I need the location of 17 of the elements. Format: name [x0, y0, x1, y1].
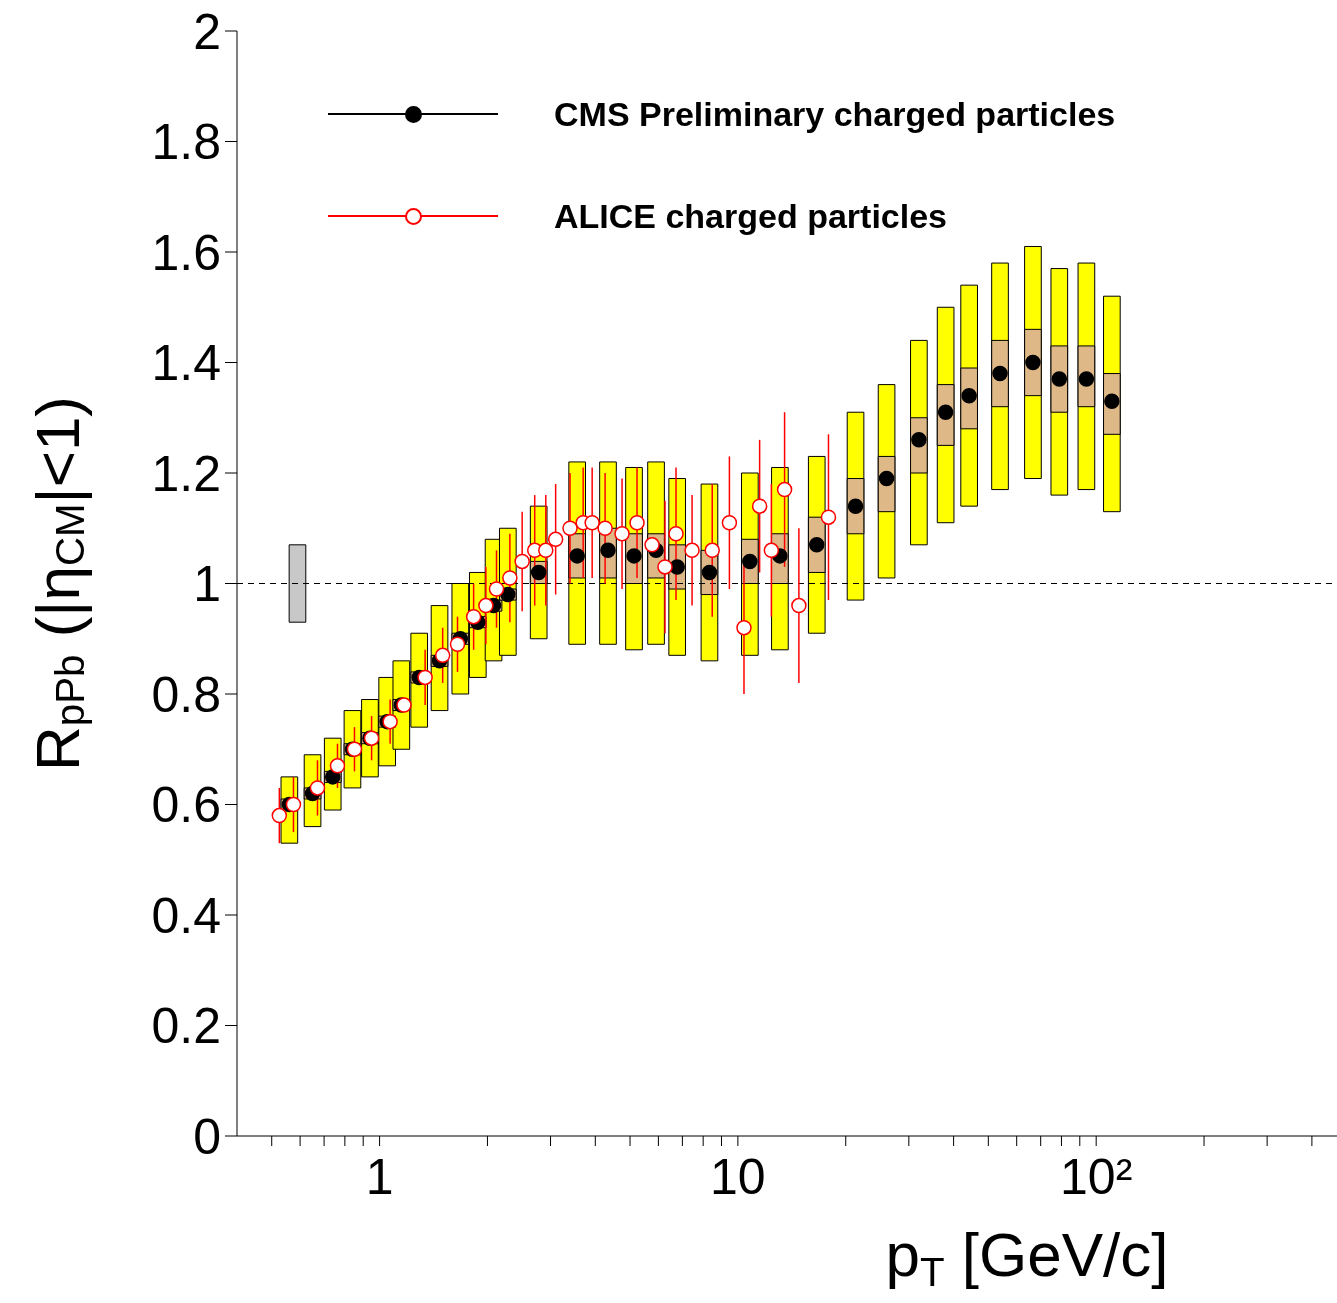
y-tick-label: 0.4 [151, 887, 221, 944]
legend-label: CMS Preliminary charged particles [554, 94, 1116, 134]
x-tick-label: 10 [710, 1148, 766, 1205]
y-tick-label: 1.2 [151, 445, 221, 502]
y-tick-label: 0.2 [151, 998, 221, 1055]
y-tick-label: 0 [193, 1108, 221, 1165]
x-axis-title: p$_{T}$ [GeV/c] [885, 1220, 1169, 1295]
y-tick-label: 1.8 [151, 114, 221, 171]
y-tick-label: 1.4 [151, 335, 221, 392]
legend-label: ALICE charged particles [554, 196, 948, 236]
y-tick-label: 1.6 [151, 224, 221, 281]
y-tick-label: 2 [193, 3, 221, 60]
y-tick-label: 1 [193, 556, 221, 613]
x-tick-label: 1 [365, 1148, 394, 1205]
y-tick-label: 0.6 [151, 777, 221, 834]
y-tick-label: 0.8 [151, 666, 221, 723]
x-tick-label: 10² [1060, 1148, 1133, 1205]
